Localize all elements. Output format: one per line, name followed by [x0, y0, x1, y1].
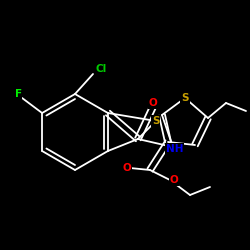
- Text: F: F: [14, 89, 22, 99]
- Text: Cl: Cl: [96, 64, 106, 74]
- Text: S: S: [152, 116, 160, 126]
- Text: S: S: [181, 93, 189, 103]
- Text: O: O: [170, 175, 178, 185]
- Text: O: O: [148, 98, 157, 108]
- Text: O: O: [122, 163, 132, 173]
- Text: NH: NH: [166, 144, 184, 154]
